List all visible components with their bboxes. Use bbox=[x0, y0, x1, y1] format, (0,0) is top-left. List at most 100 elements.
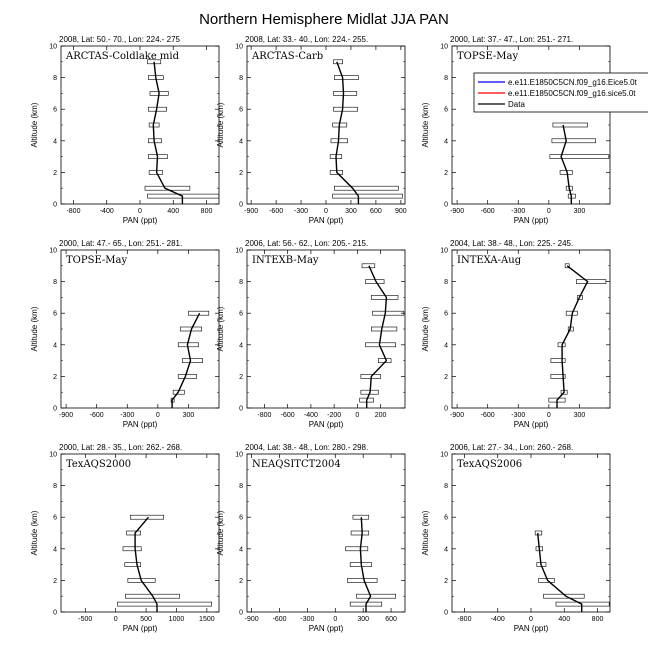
panel-header: 2008, Lat: 50.- 70., Lon: 224.- 275 bbox=[59, 35, 181, 44]
range-box bbox=[334, 75, 359, 80]
y-tick-label: 10 bbox=[49, 44, 57, 51]
plot-area bbox=[548, 263, 607, 408]
y-tick-label: 10 bbox=[235, 248, 243, 255]
range-box bbox=[333, 106, 358, 112]
y-tick-label: 6 bbox=[444, 515, 448, 522]
y-tick-label: 2 bbox=[53, 374, 57, 381]
panel-header: 2004, Lat: 38.- 48., Lon: 280.- 298. bbox=[245, 443, 368, 452]
x-tick-label: 0 bbox=[547, 412, 551, 419]
y-tick-label: 8 bbox=[239, 75, 243, 82]
plot-area bbox=[359, 263, 405, 408]
x-tick-label: -300 bbox=[300, 616, 314, 623]
y-tick-label: 4 bbox=[53, 138, 57, 145]
range-box bbox=[126, 530, 141, 536]
x-tick-label: -900 bbox=[245, 616, 259, 623]
x-tick-label: -600 bbox=[269, 208, 283, 215]
y-tick-label: 6 bbox=[53, 107, 57, 114]
y-tick-label: 4 bbox=[239, 342, 243, 349]
x-tick-label: -800 bbox=[457, 616, 471, 623]
x-tick-label: -600 bbox=[273, 616, 287, 623]
y-axis-label: Altitude (km) bbox=[30, 102, 39, 147]
y-tick-label: 10 bbox=[440, 248, 448, 255]
range-box bbox=[125, 593, 180, 599]
campaign-label: ARCTAS-Coldlake mid bbox=[65, 51, 180, 62]
y-tick-label: 2 bbox=[444, 374, 448, 381]
panel-header: 2006, Lat: 56.- 62., Lon: 205.- 215. bbox=[245, 239, 368, 248]
y-axis-label: Altitude (km) bbox=[421, 306, 430, 351]
range-box bbox=[330, 138, 348, 144]
x-axis-label: PAN (ppt) bbox=[514, 216, 549, 225]
x-axis-label: PAN (ppt) bbox=[123, 420, 158, 429]
y-tick-label: 6 bbox=[444, 311, 448, 318]
y-tick-label: 4 bbox=[53, 546, 57, 553]
data-profile-line bbox=[359, 517, 372, 612]
campaign-label: INTEXB-May bbox=[252, 255, 319, 266]
x-tick-label: 900 bbox=[395, 208, 407, 215]
y-axis-label: Altitude (km) bbox=[30, 510, 39, 555]
y-axis-label: Altitude (km) bbox=[216, 510, 225, 555]
x-tick-label: 500 bbox=[140, 616, 152, 623]
range-box bbox=[564, 263, 570, 269]
plot-frame bbox=[451, 45, 611, 205]
y-tick-label: 4 bbox=[444, 342, 448, 349]
x-tick-label: -900 bbox=[450, 412, 464, 419]
y-axis-label: Altitude (km) bbox=[421, 510, 430, 555]
y-tick-label: 10 bbox=[440, 452, 448, 459]
plot-area bbox=[144, 59, 219, 204]
panel-5: 2006, Lat: 56.- 62., Lon: 205.- 215. 0 2 4 6… bbox=[216, 239, 406, 429]
campaign-label: ARCTAS-Carb bbox=[251, 51, 323, 62]
panel-2: 2008, Lat: 33.- 40., Lon: 224.- 255. 0 2 4 6… bbox=[216, 35, 407, 225]
y-tick-label: 2 bbox=[444, 578, 448, 585]
panel-4: 2000, Lat: 47.- 65., Lon: 251.- 281. 0 2 4 6… bbox=[30, 239, 220, 429]
x-axis-label: PAN (ppt) bbox=[123, 216, 158, 225]
y-tick-label: 10 bbox=[235, 44, 243, 51]
range-box bbox=[551, 138, 597, 144]
y-tick-label: 0 bbox=[444, 202, 448, 209]
x-axis-label: PAN (ppt) bbox=[309, 420, 344, 429]
range-box bbox=[332, 193, 403, 199]
x-tick-label: 800 bbox=[592, 616, 604, 623]
data-profile-line bbox=[366, 265, 388, 408]
y-tick-label: 6 bbox=[444, 107, 448, 114]
range-box bbox=[347, 578, 378, 583]
range-box bbox=[361, 263, 376, 269]
x-tick-label: 300 bbox=[345, 208, 357, 215]
x-tick-label: -500 bbox=[78, 616, 92, 623]
range-box bbox=[177, 374, 197, 379]
y-tick-label: 8 bbox=[53, 483, 57, 490]
y-tick-label: 0 bbox=[444, 406, 448, 413]
range-box bbox=[345, 546, 369, 552]
campaign-label: TOPSE-May bbox=[66, 255, 128, 266]
y-tick-label: 6 bbox=[53, 515, 57, 522]
plot-frame bbox=[246, 45, 406, 205]
range-box bbox=[127, 578, 156, 583]
y-tick-label: 6 bbox=[239, 107, 243, 114]
x-tick-label: 600 bbox=[385, 616, 397, 623]
panel-7: 2000, Lat: 28.- 35., Lon: 262.- 268. 0 2 4 6… bbox=[30, 443, 220, 633]
x-axis-label: PAN (ppt) bbox=[309, 216, 344, 225]
range-box bbox=[117, 601, 213, 607]
y-tick-label: 0 bbox=[239, 406, 243, 413]
x-tick-label: 0 bbox=[156, 412, 160, 419]
x-axis-label: PAN (ppt) bbox=[514, 624, 549, 633]
x-tick-label: 300 bbox=[574, 208, 586, 215]
range-box bbox=[334, 185, 399, 191]
campaign-label: NEAQSITCT2004 bbox=[252, 459, 341, 470]
x-tick-label: 400 bbox=[167, 208, 179, 215]
panel-1: 2008, Lat: 50.- 70., Lon: 224.- 275 0 2 4 6 8… bbox=[30, 35, 220, 225]
y-tick-label: 8 bbox=[444, 483, 448, 490]
y-tick-label: 2 bbox=[239, 170, 243, 177]
x-tick-label: 1000 bbox=[169, 616, 185, 623]
plot-frame bbox=[451, 249, 611, 409]
range-box bbox=[333, 91, 358, 96]
x-tick-label: -300 bbox=[511, 412, 525, 419]
x-tick-label: 300 bbox=[357, 616, 369, 623]
plot-area bbox=[534, 530, 610, 612]
y-tick-label: 10 bbox=[235, 452, 243, 459]
plot-area bbox=[170, 310, 210, 408]
y-tick-label: 8 bbox=[53, 279, 57, 286]
x-tick-label: -600 bbox=[90, 412, 104, 419]
y-tick-label: 10 bbox=[440, 44, 448, 51]
panel-8: 2004, Lat: 38.- 48., Lon: 280.- 298. 0 2 4 6… bbox=[216, 443, 406, 633]
panel-6: 2004, Lat: 38.- 48., Lon: 225.- 245. 0 2 4 6… bbox=[421, 239, 611, 429]
